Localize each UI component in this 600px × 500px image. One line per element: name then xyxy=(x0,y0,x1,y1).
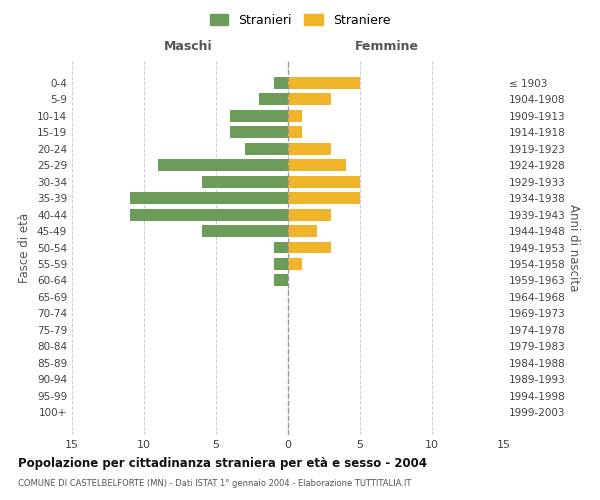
Bar xyxy=(288,225,317,237)
Text: Femmine: Femmine xyxy=(355,40,419,52)
Bar xyxy=(288,110,302,122)
Bar xyxy=(202,176,288,188)
Bar xyxy=(158,160,288,171)
Bar xyxy=(288,176,360,188)
Bar xyxy=(288,160,346,171)
Bar xyxy=(288,208,331,220)
Bar xyxy=(288,143,331,154)
Bar xyxy=(202,225,288,237)
Bar xyxy=(245,143,288,154)
Text: Popolazione per cittadinanza straniera per età e sesso - 2004: Popolazione per cittadinanza straniera p… xyxy=(18,458,427,470)
Bar xyxy=(274,242,288,254)
Y-axis label: Fasce di età: Fasce di età xyxy=(19,212,31,282)
Bar xyxy=(130,192,288,204)
Bar xyxy=(288,242,331,254)
Text: Maschi: Maschi xyxy=(164,40,213,52)
Text: COMUNE DI CASTELBELFORTE (MN) - Dati ISTAT 1° gennaio 2004 - Elaborazione TUTTIT: COMUNE DI CASTELBELFORTE (MN) - Dati IST… xyxy=(18,479,412,488)
Legend: Stranieri, Straniere: Stranieri, Straniere xyxy=(205,8,395,32)
Bar xyxy=(288,126,302,138)
Bar xyxy=(259,94,288,106)
Bar xyxy=(230,126,288,138)
Bar xyxy=(288,192,360,204)
Bar xyxy=(288,258,302,270)
Bar xyxy=(274,274,288,286)
Bar xyxy=(230,110,288,122)
Bar xyxy=(288,77,360,89)
Y-axis label: Anni di nascita: Anni di nascita xyxy=(566,204,580,291)
Bar xyxy=(130,208,288,220)
Bar xyxy=(274,258,288,270)
Bar xyxy=(288,94,331,106)
Bar xyxy=(274,77,288,89)
